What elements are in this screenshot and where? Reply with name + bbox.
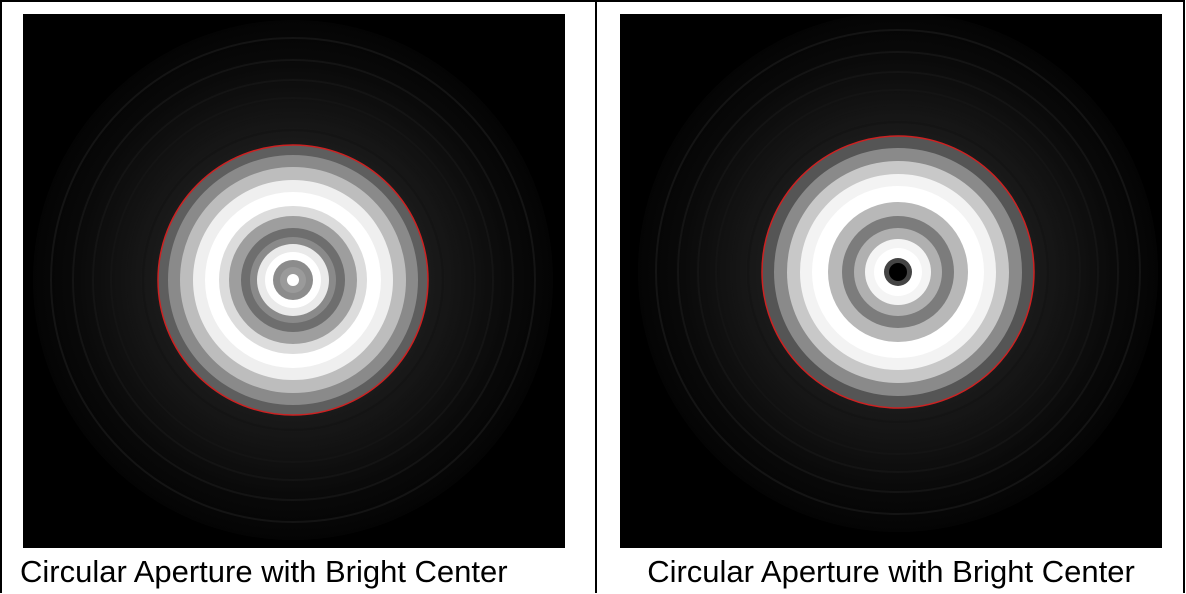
panel-right: Circular Aperture with Bright Center <box>597 0 1185 593</box>
caption-right: Circular Aperture with Bright Center <box>647 554 1135 589</box>
aperture-outline-right <box>761 135 1035 409</box>
diffraction-image-left <box>23 14 565 548</box>
aperture-outline-left <box>157 144 429 416</box>
column-divider <box>595 0 597 593</box>
diffraction-image-right <box>620 14 1162 548</box>
bright-center-left <box>287 274 299 286</box>
diffraction-pattern-left <box>23 14 565 548</box>
caption-left: Circular Aperture with Bright Center <box>20 554 508 589</box>
dark-center-right <box>889 263 907 281</box>
diffraction-pattern-right <box>620 14 1162 548</box>
panel-left: Circular Aperture with Bright Center <box>20 14 565 589</box>
